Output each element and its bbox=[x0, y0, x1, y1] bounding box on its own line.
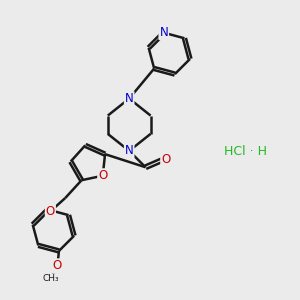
Text: O: O bbox=[46, 205, 55, 218]
Text: O: O bbox=[98, 169, 107, 182]
Text: N: N bbox=[125, 92, 134, 105]
Text: O: O bbox=[161, 153, 170, 166]
Text: N: N bbox=[125, 144, 134, 158]
Text: N: N bbox=[159, 26, 168, 39]
Text: HCl · H: HCl · H bbox=[224, 145, 267, 158]
Text: CH₃: CH₃ bbox=[43, 274, 59, 283]
Text: O: O bbox=[53, 259, 62, 272]
